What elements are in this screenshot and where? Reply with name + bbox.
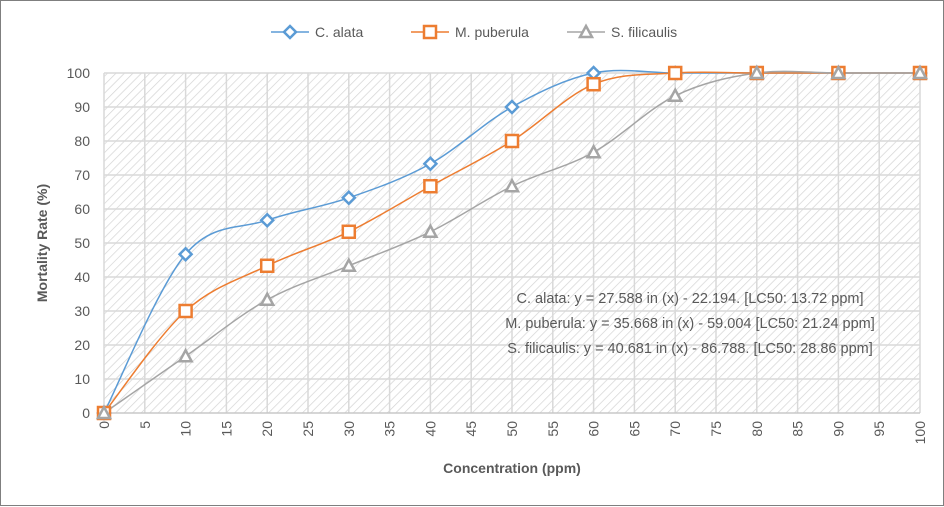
data-point-1 [667,65,683,81]
x-tick-label: 25 [300,421,316,437]
legend-label: C. alata [315,24,363,40]
legend-label: S. filicaulis [611,24,677,40]
x-tick-label: 5 [137,421,153,429]
y-tick-label: 80 [74,133,90,149]
x-tick-label: 60 [586,421,602,437]
data-point-0 [259,212,275,228]
x-tick-label: 80 [749,421,765,437]
x-tick-label: 10 [178,421,194,437]
equation-annotation: M. puberula: y = 35.668 in (x) - 59.004 … [505,316,875,332]
legend-label: M. puberula [455,24,529,40]
y-tick-label: 60 [74,201,90,217]
data-point-2 [911,64,929,80]
x-tick-label: 20 [259,421,275,437]
x-tick-label: 100 [912,421,928,445]
y-tick-label: 100 [67,65,91,81]
x-tick-label: 90 [830,421,846,437]
y-axis-label: Mortality Rate (%) [34,184,50,302]
equation-annotation: C. alata: y = 27.588 in (x) - 22.194. [L… [517,291,864,307]
y-tick-label: 30 [74,303,90,319]
x-tick-label: 40 [422,421,438,437]
x-tick-label: 45 [463,421,479,437]
data-point-0 [177,246,194,262]
data-point-1 [341,224,357,240]
x-tick-label: 55 [545,421,561,437]
data-point-1 [178,303,193,319]
data-point-0 [422,156,439,172]
y-tick-label: 40 [74,269,90,285]
data-point-2 [340,257,357,273]
x-tick-label: 65 [626,421,642,437]
x-tick-label: 70 [667,421,683,437]
data-point-2 [259,291,276,307]
data-point-2 [748,64,765,80]
data-point-0 [504,99,520,115]
x-tick-label: 95 [871,421,887,437]
x-tick-label: 30 [341,421,357,437]
legend-square-icon [422,24,438,40]
y-tick-label: 70 [74,167,90,183]
data-point-1 [259,258,275,274]
x-tick-label: 50 [504,421,520,437]
legend-triangle-icon [577,23,595,39]
data-point-1 [423,178,438,194]
x-axis-label: Concentration (ppm) [443,460,581,476]
x-tick-label: 75 [708,421,724,437]
x-tick-label: 85 [790,421,806,437]
equation-annotation: S. filicaulis: y = 40.681 in (x) - 86.78… [507,341,873,357]
legend-diamond-icon [282,24,298,40]
y-tick-label: 20 [74,337,90,353]
y-tick-label: 10 [74,371,90,387]
y-tick-label: 90 [74,99,90,115]
y-tick-label: 50 [74,235,90,251]
data-point-2 [422,223,439,239]
y-tick-label: 0 [82,405,90,421]
x-tick-label: 15 [218,421,234,437]
x-tick-label: 35 [382,421,398,437]
data-point-2 [95,404,113,420]
data-point-2 [177,347,194,363]
data-point-1 [586,76,601,92]
data-point-2 [667,87,684,103]
x-tick-label: 0 [96,421,112,429]
data-point-0 [341,190,357,206]
data-point-1 [504,133,520,149]
data-point-2 [585,143,602,159]
data-point-2 [503,177,521,193]
data-point-2 [830,64,847,80]
